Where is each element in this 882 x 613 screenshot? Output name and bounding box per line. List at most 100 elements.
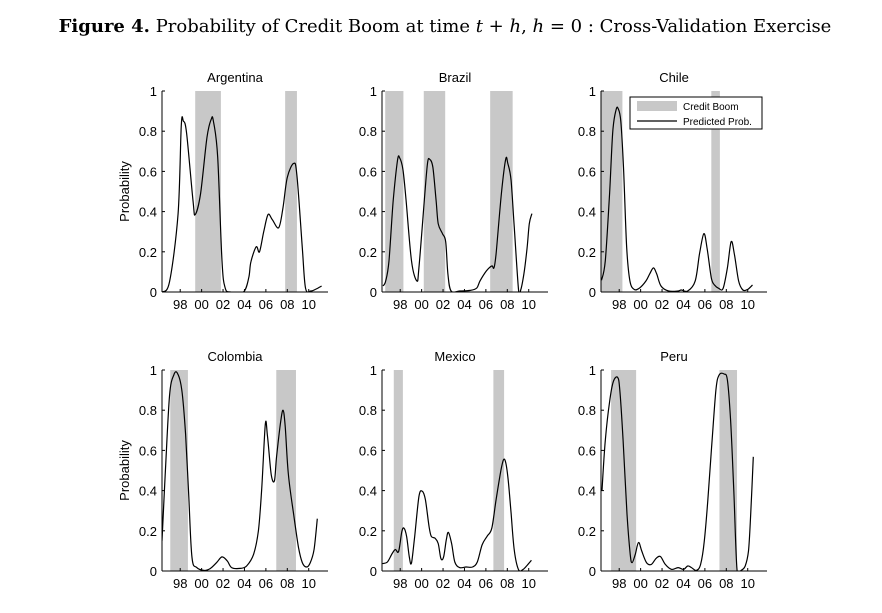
y-axis-label: Probability <box>117 440 132 501</box>
x-tick-label: 02 <box>216 576 230 591</box>
x-tick-label: 04 <box>457 576 471 591</box>
x-tick-label: 02 <box>216 297 230 312</box>
y-tick-label: 0.4 <box>359 484 377 499</box>
x-tick-label: 00 <box>414 297 428 312</box>
title-plus: + <box>483 16 510 37</box>
x-tick-label: 10 <box>301 297 315 312</box>
y-tick-label: 0.4 <box>578 205 596 220</box>
y-tick-label: 0.2 <box>139 245 157 260</box>
credit-boom-band <box>285 91 297 292</box>
y-tick-label: 0.2 <box>578 524 596 539</box>
title-text: Probability of Credit Boom at time <box>156 16 476 37</box>
y-tick-label: 0.6 <box>359 443 377 458</box>
credit-boom-band <box>611 370 637 571</box>
y-tick-label: 0.8 <box>578 124 596 139</box>
x-tick-label: 98 <box>393 576 407 591</box>
x-tick-label: 04 <box>237 297 251 312</box>
y-tick-label: 0 <box>589 285 596 300</box>
subplot-argentina: 0 0.2 0.4 0.6 0.8 1 98 00 02 04 06 08 10 Argentina Pro… <box>117 70 328 312</box>
title-rest: = 0 : Cross-Validation Exercise <box>544 16 831 37</box>
y-tick-label: 0.6 <box>578 443 596 458</box>
y-tick-label: 0.8 <box>139 124 157 139</box>
x-tick-label: 02 <box>436 576 450 591</box>
x-tick-label: 06 <box>479 297 493 312</box>
x-tick-label: 02 <box>655 297 669 312</box>
y-tick-label: 0.8 <box>578 403 596 418</box>
x-tick-label: 06 <box>698 576 712 591</box>
legend-boom-label: Credit Boom <box>683 102 739 113</box>
x-tick-label: 00 <box>194 297 208 312</box>
title-var-t: t <box>476 16 484 37</box>
credit-boom-band <box>493 370 505 571</box>
x-tick-label: 08 <box>719 576 733 591</box>
x-tick-label: 08 <box>500 297 514 312</box>
subplot-title: Colombia <box>208 349 264 364</box>
subplot-title: Peru <box>660 349 687 364</box>
y-tick-label: 1 <box>150 363 157 378</box>
x-tick-label: 10 <box>521 297 535 312</box>
x-tick-label: 10 <box>301 576 315 591</box>
figure-label: Figure 4. <box>59 16 150 37</box>
x-tick-label: 98 <box>612 297 626 312</box>
subplot-peru: 0 0.2 0.4 0.6 0.8 1 98 00 02 04 06 08 10 Peru <box>578 349 767 591</box>
x-tick-label: 10 <box>740 297 754 312</box>
subplot-title: Mexico <box>434 349 475 364</box>
x-tick-label: 98 <box>612 576 626 591</box>
predicted-probability-line <box>382 458 532 571</box>
subplot-colombia: 0 0.2 0.4 0.6 0.8 1 98 00 02 04 06 08 10 Colombia Prob… <box>117 349 328 591</box>
credit-boom-band <box>195 91 221 292</box>
x-tick-label: 00 <box>194 576 208 591</box>
subplot-brazil: 0 0.2 0.4 0.6 0.8 1 98 00 02 04 06 08 10 Brazil <box>359 70 548 312</box>
y-tick-label: 1 <box>150 84 157 99</box>
credit-boom-band <box>423 91 446 292</box>
x-tick-label: 04 <box>237 576 251 591</box>
credit-boom-band <box>170 370 188 571</box>
x-tick-label: 00 <box>414 576 428 591</box>
y-tick-label: 0.6 <box>139 164 157 179</box>
x-tick-label: 04 <box>457 297 471 312</box>
x-tick-label: 06 <box>479 576 493 591</box>
credit-boom-band <box>719 370 738 571</box>
y-tick-label: 0.8 <box>359 403 377 418</box>
x-tick-label: 08 <box>280 297 294 312</box>
title-var-h: h <box>509 16 521 37</box>
x-tick-label: 10 <box>740 576 754 591</box>
x-tick-label: 08 <box>719 297 733 312</box>
predicted-probability-line <box>382 155 533 292</box>
title-comma: , <box>521 16 532 37</box>
predicted-probability-line <box>601 372 754 571</box>
y-tick-label: 0 <box>370 564 377 579</box>
x-tick-label: 06 <box>698 297 712 312</box>
credit-boom-band <box>601 91 623 292</box>
y-tick-label: 0.2 <box>359 524 377 539</box>
y-tick-label: 0 <box>589 564 596 579</box>
y-tick-label: 0.2 <box>359 245 377 260</box>
x-tick-label: 04 <box>676 576 690 591</box>
x-tick-label: 10 <box>521 576 535 591</box>
y-tick-label: 0.2 <box>139 524 157 539</box>
subplot-title: Brazil <box>439 70 472 85</box>
credit-boom-band <box>711 91 720 292</box>
x-tick-label: 00 <box>633 297 647 312</box>
subplot-title: Chile <box>659 70 689 85</box>
y-tick-label: 1 <box>370 363 377 378</box>
y-tick-label: 0.4 <box>139 484 157 499</box>
y-tick-label: 0.8 <box>359 124 377 139</box>
y-tick-label: 0 <box>150 564 157 579</box>
y-tick-label: 1 <box>589 363 596 378</box>
y-tick-label: 0 <box>370 285 377 300</box>
y-axis-label: Probability <box>117 161 132 222</box>
subplot-chile: 0 0.2 0.4 0.6 0.8 1 98 00 02 04 06 08 10 Chile Credit … <box>578 70 767 312</box>
subplot-mexico: 0 0.2 0.4 0.6 0.8 1 98 00 02 04 06 08 10 Mexico <box>359 349 548 591</box>
legend: Credit Boom Predicted Prob. <box>629 96 763 130</box>
credit-boom-band <box>393 370 403 571</box>
predicted-probability-line <box>162 371 318 571</box>
legend-prob-label: Predicted Prob. <box>683 117 752 128</box>
x-tick-label: 98 <box>173 297 187 312</box>
title-var-h2: h <box>533 16 545 37</box>
x-tick-label: 02 <box>436 297 450 312</box>
y-tick-label: 0.6 <box>139 443 157 458</box>
subplot-title: Argentina <box>207 70 263 85</box>
